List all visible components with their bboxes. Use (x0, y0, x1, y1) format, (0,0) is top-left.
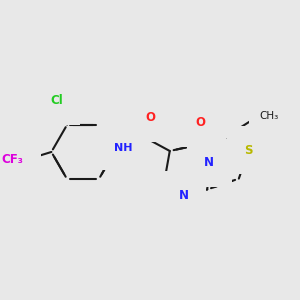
Text: O: O (145, 111, 155, 124)
Text: CF₃: CF₃ (1, 153, 23, 167)
Text: N: N (204, 156, 214, 169)
Text: NH: NH (114, 143, 133, 153)
Text: CH₃: CH₃ (260, 112, 279, 122)
Text: S: S (244, 143, 253, 157)
Text: N: N (178, 189, 189, 202)
Text: Cl: Cl (50, 94, 63, 107)
Text: O: O (195, 116, 206, 129)
